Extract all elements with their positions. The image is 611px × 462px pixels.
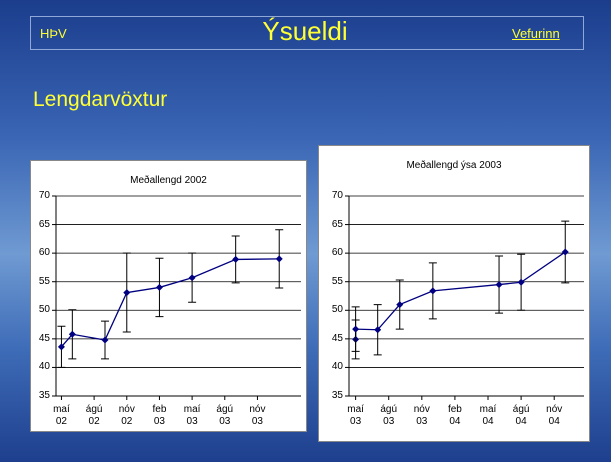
- y-tick-label: 60: [38, 247, 50, 259]
- y-tick-label: 40: [331, 361, 343, 373]
- point: [396, 301, 404, 309]
- x-tick-label: feb 03: [152, 404, 167, 427]
- point: [495, 281, 503, 289]
- header-box: [30, 16, 584, 50]
- x-tick-label: nóv 03: [413, 404, 430, 427]
- x-tick-label: nóv 04: [546, 404, 563, 427]
- slide-title: Ýsueldi: [262, 16, 348, 46]
- x-tick-label: nóv 03: [249, 404, 266, 427]
- point: [561, 248, 569, 256]
- point: [232, 255, 240, 263]
- chart-panel: Meðallengd ýsa 2003 35 40 45 50 55 60 65 70 maí 0…: [318, 145, 590, 442]
- chart: [345, 195, 584, 400]
- point: [352, 325, 360, 333]
- x-tick-label: maí 03: [183, 404, 201, 427]
- point: [517, 278, 525, 286]
- y-tick-label: 70: [38, 190, 50, 201]
- x-tick-label: nóv 02: [118, 404, 135, 427]
- x-tick-label: ágú 03: [216, 404, 234, 427]
- y-tick-label: 70: [331, 190, 343, 201]
- chart-title: Meðallengd ýsa 2003: [406, 160, 502, 171]
- y-tick-label: 45: [331, 332, 343, 344]
- chart: [52, 195, 301, 400]
- header-left: HÞV: [40, 26, 67, 41]
- y-tick-label: 45: [38, 332, 50, 344]
- chart-panel: Meðallengd 2002 35 40 45 50 55 60 65 70 maí 02 ágú…: [30, 160, 307, 432]
- y-tick-label: 50: [331, 304, 343, 316]
- point: [374, 326, 382, 334]
- y-tick-label: 50: [38, 304, 50, 316]
- x-tick-label: maí 04: [479, 404, 497, 427]
- series-line: [354, 251, 566, 340]
- chart-title: Meðallengd 2002: [130, 175, 207, 186]
- point: [188, 274, 196, 282]
- point: [123, 289, 131, 297]
- y-tick-label: 55: [38, 275, 50, 287]
- heading: Lengdarvöxtur: [33, 88, 168, 111]
- point: [275, 255, 283, 263]
- link[interactable]: Vefurinn: [512, 26, 560, 41]
- y-tick-label: 35: [38, 390, 50, 401]
- x-tick-label: maí 02: [53, 404, 70, 427]
- y-tick-label: 35: [331, 390, 343, 401]
- y-tick-label: 60: [331, 247, 343, 259]
- point: [101, 336, 109, 344]
- x-tick-label: feb 04: [447, 404, 462, 427]
- x-tick-label: ágú 03: [380, 404, 398, 427]
- x-tick-label: maí 03: [347, 404, 364, 427]
- y-tick-label: 65: [38, 218, 50, 230]
- point: [155, 283, 163, 291]
- point: [429, 287, 437, 295]
- point: [57, 343, 65, 351]
- y-tick-label: 65: [331, 218, 343, 230]
- y-tick-label: 55: [331, 275, 343, 287]
- series-line: [60, 258, 280, 348]
- point: [68, 330, 76, 338]
- x-tick-label: ágú 02: [85, 404, 103, 427]
- x-tick-label: ágú 04: [512, 404, 530, 427]
- y-tick-label: 40: [38, 361, 50, 373]
